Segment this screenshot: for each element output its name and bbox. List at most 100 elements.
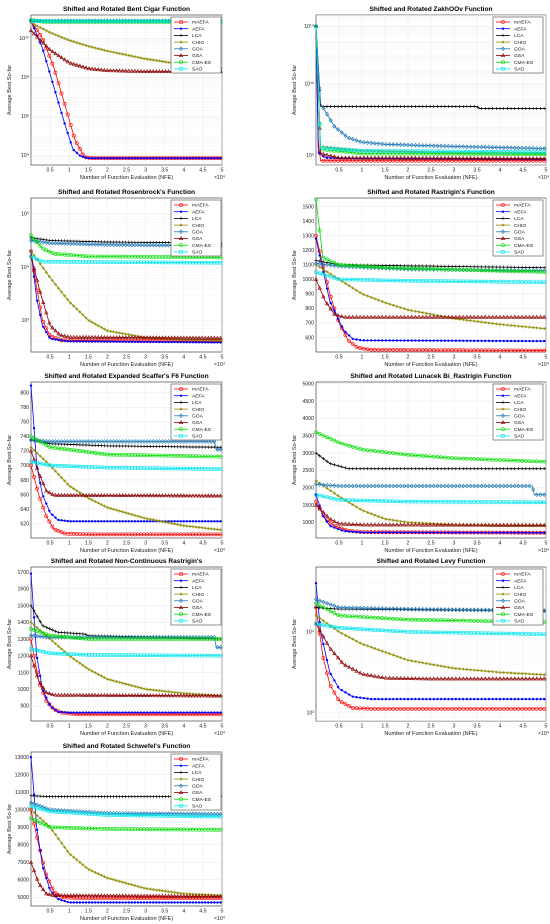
series-marker <box>166 60 171 64</box>
series-marker <box>350 264 355 270</box>
series-marker <box>524 339 527 343</box>
series-marker <box>347 155 352 160</box>
series-marker <box>142 340 146 344</box>
series-marker <box>63 711 66 714</box>
series-marker <box>135 242 140 248</box>
series-marker <box>414 531 417 534</box>
series-marker <box>84 520 88 523</box>
series-marker <box>96 67 101 72</box>
x-tick-label: 4.5 <box>199 724 206 730</box>
series-marker <box>142 439 147 444</box>
series-marker <box>413 142 418 148</box>
series-marker <box>535 339 538 343</box>
series-marker <box>458 531 461 534</box>
series-marker <box>53 328 58 333</box>
series-marker <box>35 465 40 470</box>
series-marker <box>398 278 403 283</box>
series-marker <box>502 339 505 343</box>
series-marker <box>531 152 536 157</box>
series-marker <box>332 311 337 316</box>
series-marker <box>494 280 499 284</box>
series-marker <box>417 697 421 701</box>
series-marker <box>163 335 168 340</box>
series-marker <box>479 152 484 156</box>
series-marker <box>32 616 36 619</box>
series-marker <box>333 679 336 682</box>
series-marker <box>443 531 446 534</box>
series-marker <box>148 711 152 714</box>
series-marker <box>336 149 340 153</box>
series-marker <box>111 439 116 444</box>
x-tick-label: 3.5 <box>161 724 168 730</box>
y-tick-label: 11000 <box>15 790 29 796</box>
series-marker <box>41 239 46 245</box>
y-tick-label: 660 <box>20 492 29 498</box>
series-marker <box>154 69 159 73</box>
series-marker <box>47 463 51 467</box>
series-marker <box>469 697 472 701</box>
series-marker <box>74 492 79 497</box>
series-marker <box>373 297 377 301</box>
series-marker <box>391 278 395 283</box>
legend-marker <box>501 210 505 213</box>
series-marker <box>473 531 476 534</box>
series-marker <box>178 439 183 444</box>
series-marker <box>138 68 144 73</box>
series-marker <box>498 322 502 326</box>
series-marker <box>47 519 52 524</box>
legend-label: GOA <box>192 230 204 236</box>
series-marker <box>523 314 528 319</box>
series-marker <box>118 444 122 448</box>
legend-label: CMA-ES <box>192 243 212 249</box>
series-marker <box>358 278 362 282</box>
legend-label: CHIO <box>192 592 204 598</box>
series-marker <box>155 711 158 714</box>
series-marker <box>351 337 354 341</box>
series-marker <box>152 340 155 344</box>
series-marker <box>399 150 403 154</box>
series-marker <box>105 505 109 510</box>
series-marker <box>50 439 55 444</box>
series-marker <box>69 301 73 305</box>
series-marker <box>108 242 113 248</box>
series-marker <box>362 149 366 153</box>
series-marker <box>206 335 211 340</box>
series-marker <box>461 155 466 160</box>
series-marker <box>413 314 418 319</box>
series-marker <box>380 347 385 352</box>
series-marker <box>405 155 411 160</box>
legend-label: CMA-ES <box>514 612 534 618</box>
series-marker <box>417 104 421 109</box>
series-marker <box>176 522 180 527</box>
series-marker <box>476 531 480 534</box>
series-marker <box>45 502 48 505</box>
series-marker <box>166 242 171 248</box>
y-tick-label: 1000 <box>302 520 314 526</box>
series-marker <box>414 697 417 701</box>
series-marker <box>53 70 58 75</box>
series-marker <box>495 531 498 534</box>
series-chio <box>29 249 223 342</box>
x-tick-label: 0.5 <box>46 541 53 547</box>
series-marker <box>498 152 502 157</box>
series-marker <box>461 314 466 319</box>
x-tick-label: 0.5 <box>46 724 53 730</box>
series-marker <box>413 348 418 352</box>
series-marker <box>160 69 165 73</box>
chart-panel: 0.5 1 1.5 2 2.5 3 3.5 4 4.5 560070080090010001100… <box>292 189 549 368</box>
series-marker <box>501 280 506 284</box>
series-marker <box>93 499 97 504</box>
series-marker <box>355 695 358 699</box>
series-marker <box>392 697 395 701</box>
series-marker <box>29 233 33 238</box>
series-marker <box>472 155 477 160</box>
series-marker <box>531 339 535 343</box>
series-marker <box>513 531 516 534</box>
series-marker <box>362 104 366 109</box>
series-marker <box>75 41 79 45</box>
series-marker <box>63 899 66 903</box>
series-marker <box>38 41 42 44</box>
series-marker <box>542 270 547 274</box>
series-marker <box>96 439 101 444</box>
